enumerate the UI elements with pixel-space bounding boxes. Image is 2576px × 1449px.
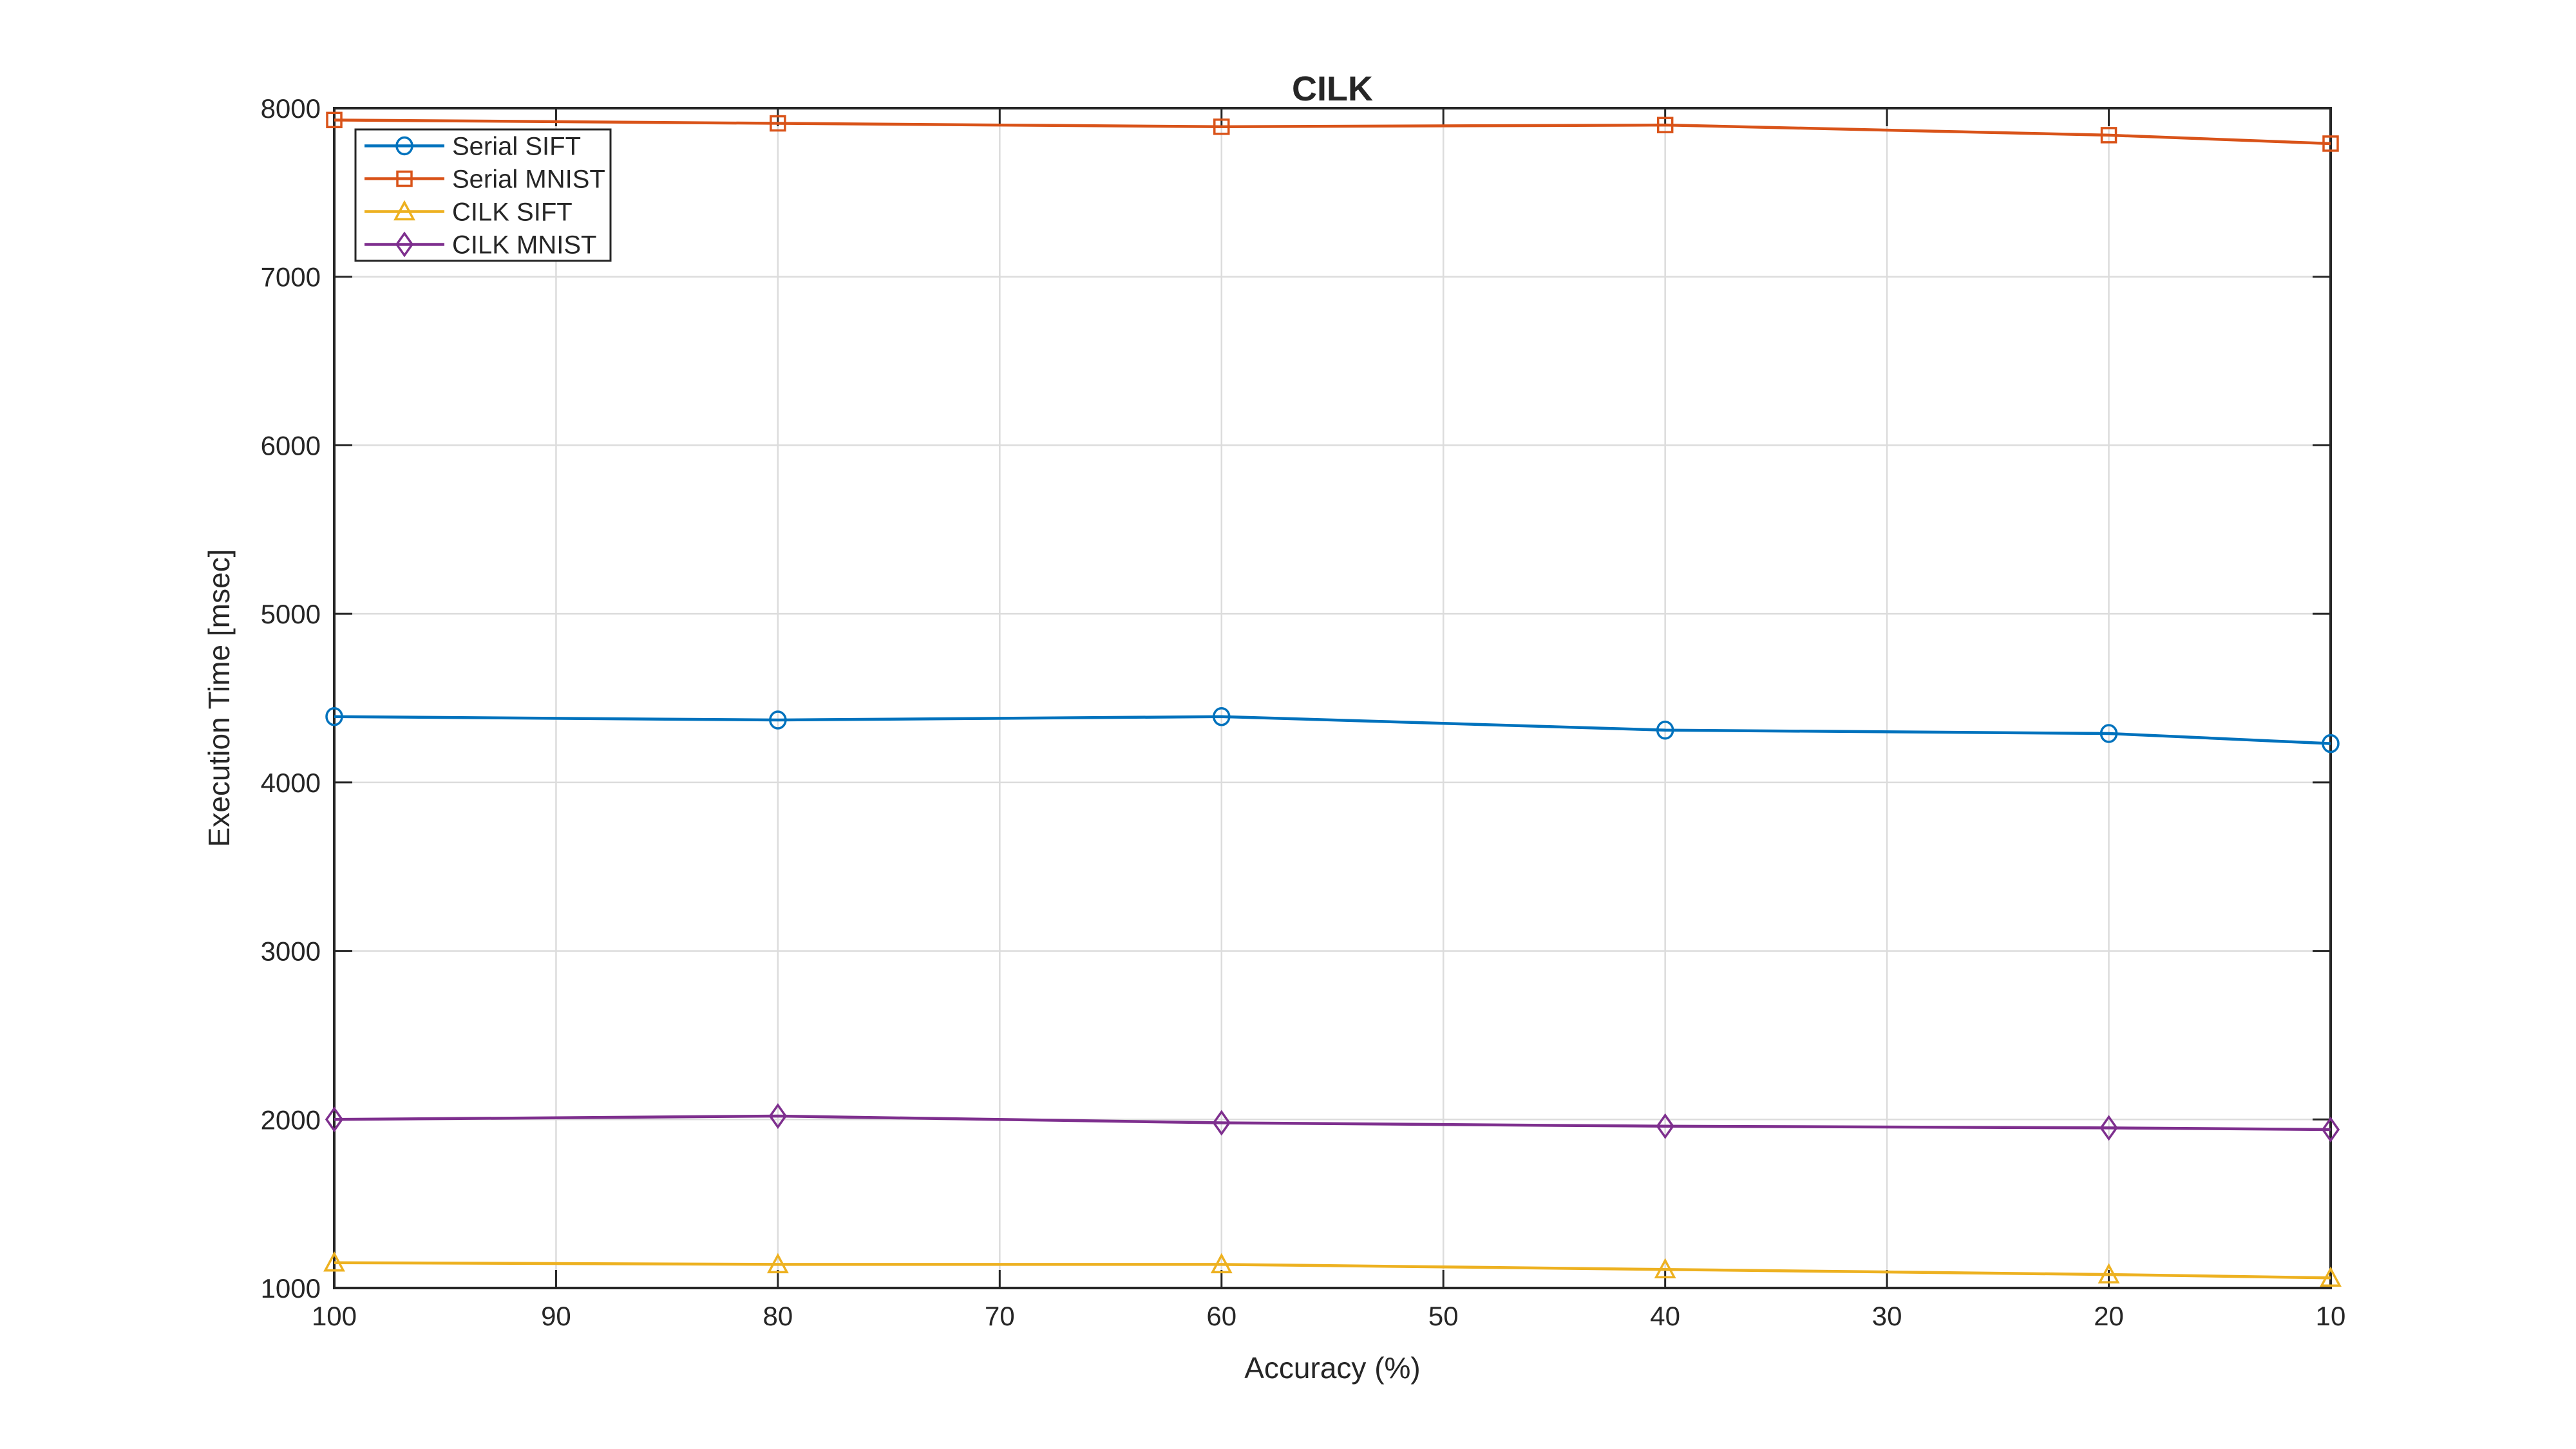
circle-marker bbox=[395, 136, 413, 156]
legend-item-serial-sift: Serial SIFT bbox=[365, 133, 581, 161]
series-layer bbox=[323, 111, 2342, 1287]
x-tick-label: 40 bbox=[1650, 1301, 1680, 1331]
legend-label: CILK MNIST bbox=[452, 231, 596, 260]
y-tick-label: 6000 bbox=[261, 430, 321, 460]
diamond-marker bbox=[2321, 1116, 2340, 1143]
x-tick-label: 50 bbox=[1428, 1301, 1459, 1331]
tick-label-layer: 100 90 80 70 60 50 40 30 20 10 1000 2000 3000 4000 500… bbox=[261, 93, 2346, 1331]
triangle-marker bbox=[2320, 1266, 2342, 1287]
y-tick-label: 8000 bbox=[261, 93, 321, 124]
y-tick-label: 3000 bbox=[261, 936, 321, 967]
diamond-marker bbox=[2099, 1115, 2118, 1141]
chart-title: CILK bbox=[1292, 70, 1373, 108]
legend-label: CILK SIFT bbox=[452, 198, 573, 227]
diamond-marker bbox=[1656, 1113, 1674, 1139]
y-tick-label: 2000 bbox=[261, 1104, 321, 1135]
square-marker bbox=[770, 115, 786, 132]
series-cilk-mnist bbox=[325, 1103, 2340, 1143]
x-tick-label: 90 bbox=[541, 1301, 571, 1331]
y-axis-label: Execution Time [msec] bbox=[202, 549, 236, 848]
x-tick-label: 80 bbox=[763, 1301, 793, 1331]
grid-layer bbox=[333, 107, 2332, 1289]
diamond-marker bbox=[325, 1106, 344, 1133]
y-tick-label: 7000 bbox=[261, 262, 321, 292]
legend-item-cilk-sift: CILK SIFT bbox=[365, 198, 573, 227]
circle-marker bbox=[769, 710, 787, 730]
circle-marker bbox=[1656, 720, 1674, 740]
square-marker bbox=[2100, 127, 2117, 144]
series-line bbox=[334, 715, 2331, 745]
legend-item-cilk-mnist: CILK MNIST bbox=[365, 231, 596, 260]
axes-box bbox=[333, 107, 2332, 1289]
axes-layer bbox=[333, 107, 2332, 1289]
triangle-marker bbox=[323, 1251, 345, 1272]
legend-item-serial-mnist: Serial MNIST bbox=[365, 166, 605, 194]
series-cilk-sift bbox=[323, 1251, 2342, 1287]
x-tick-label: 10 bbox=[2316, 1301, 2346, 1331]
square-marker bbox=[1656, 117, 1674, 133]
circle-marker bbox=[1213, 707, 1231, 726]
y-tick-label: 5000 bbox=[261, 599, 321, 629]
x-tick-label: 100 bbox=[312, 1301, 357, 1331]
square-marker bbox=[326, 111, 343, 129]
x-tick-label: 30 bbox=[1872, 1301, 1902, 1331]
diamond-marker bbox=[768, 1103, 788, 1130]
series-serial-mnist bbox=[326, 111, 2339, 152]
legend-label: Serial MNIST bbox=[452, 166, 605, 194]
circle-marker bbox=[2322, 734, 2340, 753]
legend-label: Serial SIFT bbox=[452, 133, 581, 161]
square-marker bbox=[2322, 135, 2339, 152]
series-serial-sift bbox=[325, 707, 2340, 753]
series-line bbox=[334, 1261, 2331, 1280]
y-tick-label: 1000 bbox=[261, 1273, 321, 1303]
legend-layer: Serial SIFT Serial MNIST CILK SIFT CILK MNI… bbox=[354, 128, 612, 262]
x-tick-label: 60 bbox=[1206, 1301, 1236, 1331]
diamond-marker bbox=[395, 231, 414, 258]
triangle-marker bbox=[1210, 1253, 1233, 1274]
square-marker bbox=[396, 170, 413, 187]
series-line bbox=[334, 1114, 2331, 1132]
circle-marker bbox=[325, 707, 343, 726]
triangle-marker bbox=[2098, 1263, 2120, 1283]
square-marker bbox=[1213, 118, 1230, 135]
x-tick-label: 20 bbox=[2094, 1301, 2124, 1331]
series-line bbox=[334, 118, 2331, 146]
circle-marker bbox=[2099, 724, 2118, 743]
triangle-marker bbox=[1654, 1258, 1676, 1278]
triangle-marker bbox=[766, 1253, 789, 1274]
triangle-marker bbox=[393, 200, 415, 221]
x-axis-label: Accuracy (%) bbox=[1244, 1351, 1420, 1385]
diamond-marker bbox=[1212, 1110, 1231, 1136]
x-tick-label: 70 bbox=[985, 1301, 1015, 1331]
y-tick-label: 4000 bbox=[261, 768, 321, 798]
